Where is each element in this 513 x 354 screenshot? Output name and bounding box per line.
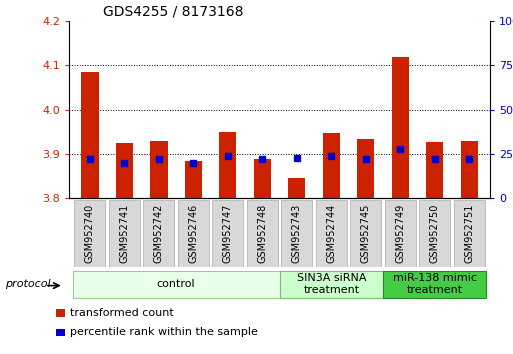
Text: GSM952747: GSM952747 <box>223 204 233 263</box>
FancyBboxPatch shape <box>316 200 347 267</box>
FancyBboxPatch shape <box>74 200 106 267</box>
Text: GSM952744: GSM952744 <box>326 204 337 263</box>
Text: GSM952746: GSM952746 <box>188 204 199 263</box>
Bar <box>288 178 305 198</box>
FancyBboxPatch shape <box>144 200 174 267</box>
FancyBboxPatch shape <box>247 200 278 267</box>
FancyBboxPatch shape <box>280 270 383 298</box>
Bar <box>426 142 443 198</box>
FancyBboxPatch shape <box>350 200 381 267</box>
FancyBboxPatch shape <box>385 200 416 267</box>
Text: control: control <box>157 279 195 289</box>
Bar <box>82 72 98 198</box>
FancyBboxPatch shape <box>178 200 209 267</box>
FancyBboxPatch shape <box>212 200 243 267</box>
Text: GSM952740: GSM952740 <box>85 204 95 263</box>
Bar <box>185 161 202 198</box>
Text: miR-138 mimic
treatment: miR-138 mimic treatment <box>393 273 477 295</box>
Bar <box>254 159 271 198</box>
FancyBboxPatch shape <box>281 200 312 267</box>
Text: GSM952745: GSM952745 <box>361 204 371 263</box>
Bar <box>219 132 236 198</box>
FancyBboxPatch shape <box>453 200 485 267</box>
Text: GSM952749: GSM952749 <box>395 204 405 263</box>
Bar <box>55 329 65 336</box>
Text: GSM952750: GSM952750 <box>430 204 440 263</box>
Text: percentile rank within the sample: percentile rank within the sample <box>70 327 258 337</box>
Text: protocol: protocol <box>5 279 51 289</box>
Text: GSM952751: GSM952751 <box>464 204 474 263</box>
Text: GSM952741: GSM952741 <box>120 204 129 263</box>
Text: GSM952743: GSM952743 <box>292 204 302 263</box>
Bar <box>391 57 409 198</box>
FancyBboxPatch shape <box>419 200 450 267</box>
Bar <box>357 139 374 198</box>
Text: SIN3A siRNA
treatment: SIN3A siRNA treatment <box>297 273 366 295</box>
Bar <box>55 309 65 317</box>
Bar <box>150 141 168 198</box>
Bar <box>116 143 133 198</box>
Text: GSM952742: GSM952742 <box>154 204 164 263</box>
FancyBboxPatch shape <box>383 270 486 298</box>
Text: GSM952748: GSM952748 <box>258 204 267 263</box>
Bar <box>461 141 478 198</box>
FancyBboxPatch shape <box>73 270 280 298</box>
FancyBboxPatch shape <box>109 200 140 267</box>
Bar <box>323 133 340 198</box>
Text: GDS4255 / 8173168: GDS4255 / 8173168 <box>103 5 243 19</box>
Text: transformed count: transformed count <box>70 308 174 318</box>
